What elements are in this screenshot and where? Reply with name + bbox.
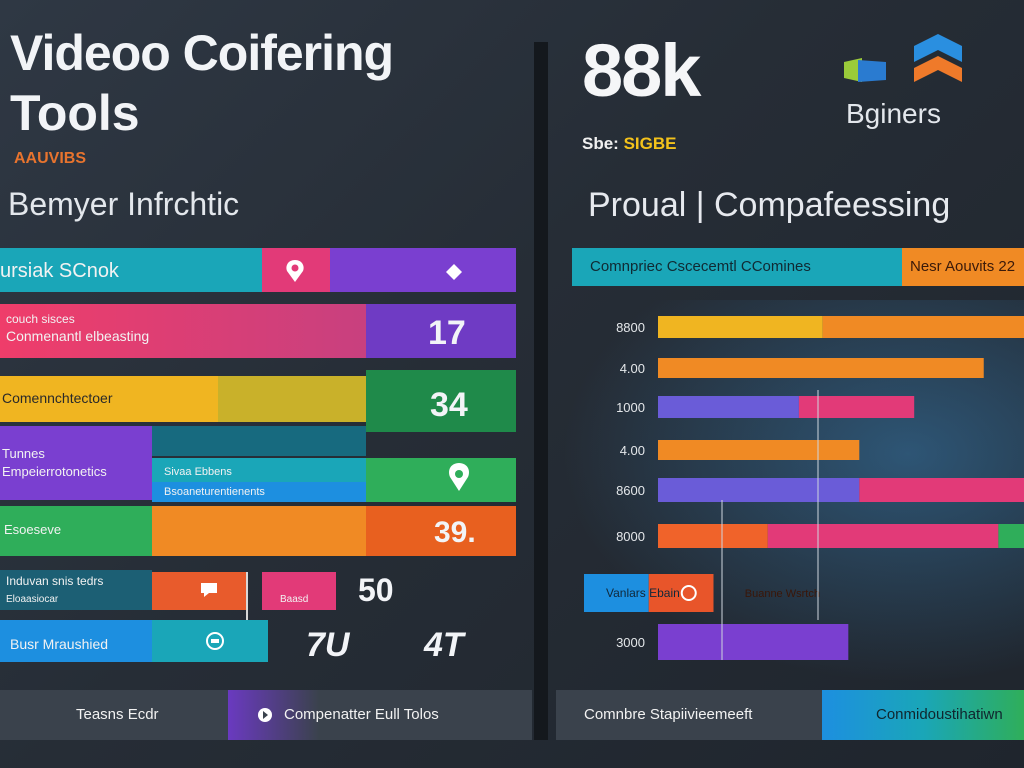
chart-bar-5-seg-2 xyxy=(998,524,1024,548)
chart-tick-label-3: 4.00 xyxy=(620,443,645,458)
left-footer-label: Teasns Ecdr xyxy=(76,706,159,723)
row4-number: 39. xyxy=(434,516,476,549)
row5-number: 50 xyxy=(358,572,394,608)
location-pin-icon xyxy=(282,258,308,284)
row1-label1: couch sisces xyxy=(6,312,75,326)
chart-tick-label-1: 4.00 xyxy=(620,361,645,376)
chart-bar-2-seg-0 xyxy=(658,396,799,418)
right-subtitle: Proual | Compafeessing xyxy=(588,186,951,224)
row5-inner: Baasd xyxy=(280,594,309,605)
chart-header-right-bg xyxy=(902,248,1024,286)
chart-bar-6-seg-0 xyxy=(584,574,649,612)
chart-header-left-bg xyxy=(572,248,902,286)
chart-footer-right: Conmidoustihatiwn xyxy=(876,706,1003,723)
right-footer-accent xyxy=(822,690,1024,740)
chart-tick-label-2: 1000 xyxy=(616,400,645,415)
sbe-label: Sbe: SIGBE xyxy=(582,134,676,154)
row1-bar xyxy=(0,304,366,358)
row1-number: 17 xyxy=(428,314,466,352)
chart-tick-label-4: 8600 xyxy=(616,483,645,498)
chart-bar-7-seg-0 xyxy=(658,624,849,660)
row4-label: Esoeseve xyxy=(4,522,62,537)
logo-cube-icon xyxy=(912,32,964,91)
diamond-icon xyxy=(444,262,464,282)
row3-bar-purple xyxy=(0,426,152,500)
row3-label1: Tunnes xyxy=(2,446,45,461)
row2-bar-olive xyxy=(218,376,366,422)
row3-value-box xyxy=(366,458,516,502)
chart-bar-0-seg-0 xyxy=(658,316,823,338)
chart-bar-4-seg-1 xyxy=(859,478,1024,502)
page-subtitle: Bemyer Infrchtic xyxy=(8,186,240,222)
row1-label2: Conmenantl elbeasting xyxy=(6,328,150,344)
row2-value-box xyxy=(366,370,516,432)
row4-bar-orange xyxy=(152,506,366,556)
chart-tick-label-7: 3000 xyxy=(616,635,645,650)
page-title-line2: Tools xyxy=(10,85,140,141)
row2-label: Comennchtectoer xyxy=(2,390,113,406)
chart-bar-0-seg-1 xyxy=(822,316,1024,338)
chart-bar-5-seg-1 xyxy=(767,524,999,548)
chat-logo-icon xyxy=(842,56,888,91)
row6-label: Busr Mraushied xyxy=(10,636,109,652)
rocket-icon xyxy=(204,630,226,652)
row2-number: 34 xyxy=(430,386,468,424)
row5-bar-teal xyxy=(0,570,152,610)
sbe-prefix: Sbe: xyxy=(582,134,619,153)
row5-label2: Eloaasiocar xyxy=(6,594,59,605)
pin-icon xyxy=(444,460,474,494)
row5-bar-orange xyxy=(152,572,248,610)
row3-label2: Empeierrotonetics xyxy=(2,464,107,479)
row4-bar-green xyxy=(0,506,152,556)
row5-label1: Induvan snis tedrs xyxy=(6,574,104,588)
row1-value-box xyxy=(366,304,516,358)
center-divider xyxy=(534,42,548,740)
left-footer: Teasns Ecdr Compenatter Eull Tolos xyxy=(0,690,532,740)
arrow-icon xyxy=(256,706,274,724)
row5-bar-pink xyxy=(262,572,336,610)
row6-bar-teal xyxy=(152,620,268,662)
row3-bar-cyan xyxy=(152,458,366,482)
chat-icon xyxy=(200,582,218,598)
row6-number2: 4T xyxy=(424,626,464,664)
row3-bar-teal xyxy=(152,426,366,456)
chart-header-right: Nesr Aouvits 22 xyxy=(910,258,1016,275)
left-footer-accent xyxy=(228,690,532,740)
chart-segment-icon xyxy=(680,585,697,601)
chart-segment-label-left: Vanlars Ebain xyxy=(606,586,680,600)
chart-tick-label-0: 8800 xyxy=(616,320,645,335)
right-footer-label-left: Compenatter Eull Tolos xyxy=(284,706,439,723)
row4-value-box xyxy=(366,506,516,556)
chart-bar-2-seg-1 xyxy=(798,396,915,418)
top-bar-label: ursiak SCnok xyxy=(0,260,119,282)
chart-bar-4-seg-0 xyxy=(658,478,860,502)
big-number: 88k xyxy=(582,29,701,112)
right-footer: Comnbre Stapiivieemeeft Conmidoustihatiw… xyxy=(556,690,1024,740)
chart-bar-5-seg-0 xyxy=(658,524,768,548)
chart-footer-left: Comnbre Stapiivieemeeft xyxy=(584,706,753,723)
top-bar-teal xyxy=(0,248,262,292)
chart-tick-label-5: 8000 xyxy=(616,529,645,544)
chart-bar-3-seg-0 xyxy=(658,440,860,460)
row5-connector xyxy=(246,572,248,662)
tag-label: AAUVIBS xyxy=(14,150,87,167)
top-bar-purple xyxy=(330,248,516,292)
page-title-line1: Videoo Coifering xyxy=(10,25,394,81)
chart-header-left: Comnpriec Cscecemtl CComines xyxy=(590,258,811,275)
sbe-highlight: SIGBE xyxy=(623,134,677,153)
row3-bar-blue xyxy=(152,482,366,502)
chart-segment-label-right: Buanne Wsrtch xyxy=(745,588,820,600)
row6-bar-blue xyxy=(0,620,152,662)
row2-bar-yellow xyxy=(0,376,218,422)
row6-number: 7U xyxy=(306,626,350,664)
row3-inner2: Bsoaneturentienents xyxy=(164,486,265,498)
chart-bar-1-seg-0 xyxy=(658,358,984,378)
brand-name: Bginers xyxy=(846,98,941,129)
row3-inner1: Sivaa Ebbens xyxy=(164,466,232,478)
